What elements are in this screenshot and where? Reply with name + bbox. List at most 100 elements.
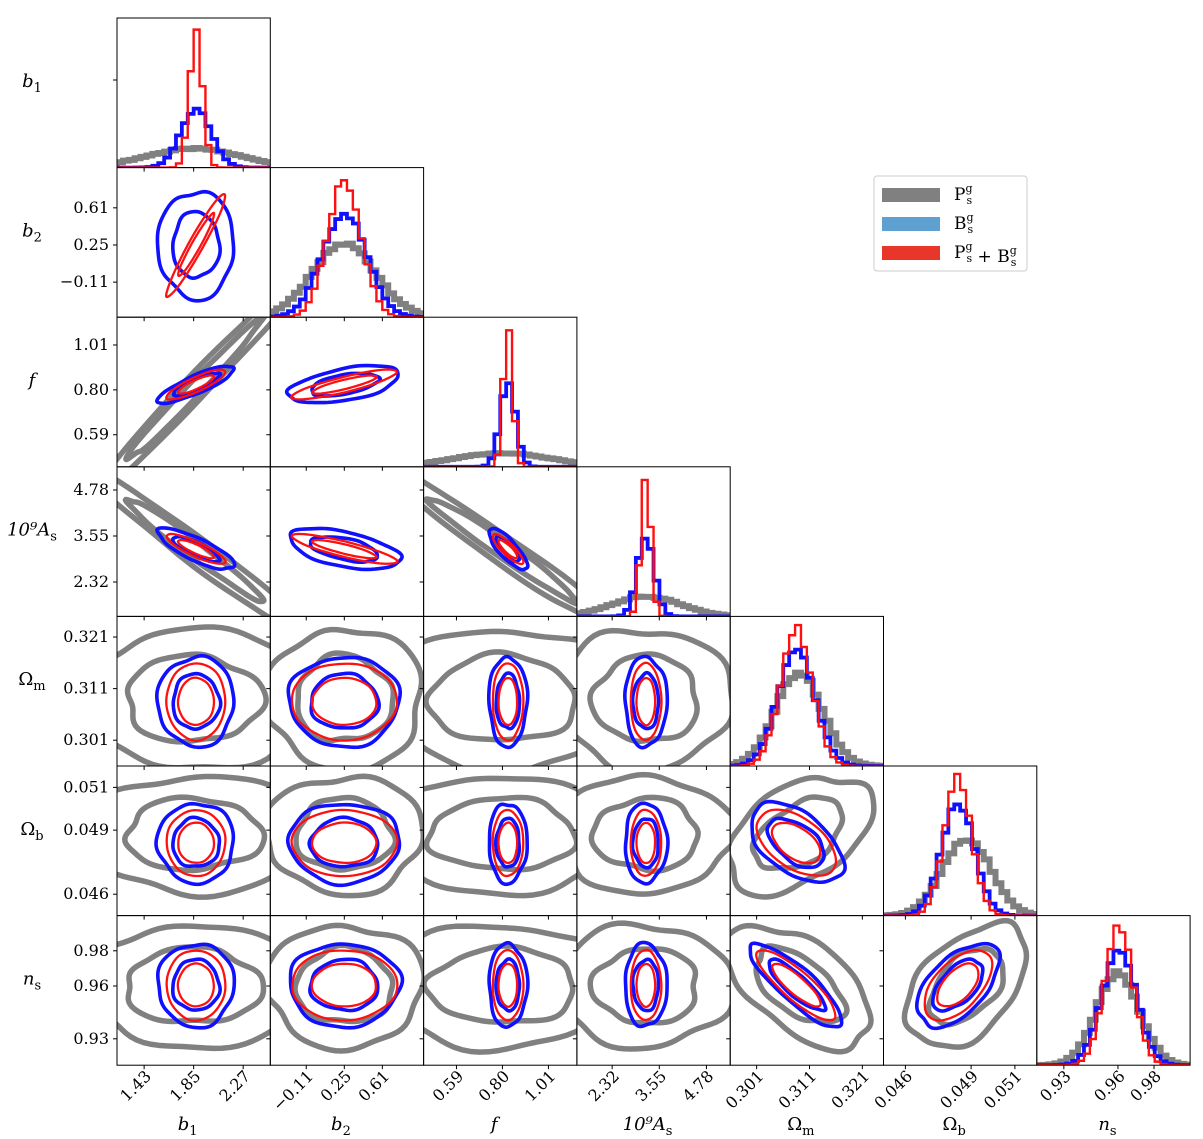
contour-bsg-5-1-level2 bbox=[285, 802, 402, 888]
xtick-label: 0.98 bbox=[1126, 1067, 1165, 1106]
contour-psg-5-2-level1 bbox=[423, 794, 577, 873]
contour-psgbsg-1-0-level2 bbox=[165, 192, 227, 299]
contour-bsg-6-5-level2 bbox=[914, 941, 1003, 1031]
contour-psgbsg-5-2-level1 bbox=[497, 821, 519, 865]
contour-bsg-4-3-level2 bbox=[623, 654, 670, 750]
y-axis-label-0: b1 bbox=[22, 71, 42, 96]
xtick-label: 2.27 bbox=[215, 1067, 254, 1106]
contour-psg-6-4-level2 bbox=[730, 922, 874, 1055]
contour-psgbsg-5-0-level2 bbox=[165, 809, 227, 878]
panel-frame-4-4 bbox=[729, 615, 885, 767]
ytick-label: 3.55 bbox=[73, 526, 109, 545]
contour-psgbsg-4-1-level2 bbox=[290, 662, 399, 742]
contour-psgbsg-5-0-level1 bbox=[177, 821, 216, 864]
contour-panel-3-0 bbox=[117, 477, 271, 617]
legend-label-0: Pg s bbox=[954, 182, 973, 207]
contour-psgbsg-4-3-level2 bbox=[629, 661, 663, 742]
contour-psgbsg-6-5-level2 bbox=[923, 948, 994, 1022]
contour-panel-4-0 bbox=[117, 624, 271, 767]
contour-psgbsg-3-1-level2 bbox=[290, 532, 399, 565]
contour-bsg-5-3-level1 bbox=[630, 817, 660, 870]
legend-swatch-2 bbox=[882, 246, 940, 260]
contour-psg-5-3-level2 bbox=[576, 771, 731, 897]
contour-bsg-6-0-level1 bbox=[171, 957, 222, 1012]
contour-psgbsg-5-3-level2 bbox=[629, 808, 663, 877]
contour-bsg-1-0-level2 bbox=[155, 189, 236, 303]
hist-bsg-6 bbox=[1036, 948, 1191, 1066]
histogram-1-1 bbox=[270, 179, 424, 318]
contour-psgbsg-3-0-level2 bbox=[165, 532, 227, 565]
y-axis-label-6: ns bbox=[23, 968, 41, 993]
hist-psgbsg-3 bbox=[576, 478, 731, 617]
contour-psg-6-3-level2 bbox=[576, 920, 731, 1052]
contour-psgbsg-4-0-level2 bbox=[165, 662, 227, 743]
ytick-label: 0.98 bbox=[73, 941, 109, 960]
ytick-label: 1.01 bbox=[73, 335, 109, 354]
contour-psgbsg-5-3-level1 bbox=[635, 821, 657, 865]
contour-bsg-6-2-level2 bbox=[487, 940, 530, 1029]
contour-psgbsg-2-1-level1 bbox=[310, 374, 378, 395]
contour-bsg-6-3-level2 bbox=[623, 940, 669, 1029]
xtick-label: 2.32 bbox=[584, 1067, 623, 1106]
xtick-label: 0.049 bbox=[936, 1067, 982, 1113]
contour-psgbsg-5-4-level1 bbox=[770, 821, 822, 865]
xtick-label: 0.25 bbox=[317, 1067, 356, 1106]
contour-psgbsg-3-2-level1 bbox=[497, 538, 519, 560]
contour-bsg-5-4-level1 bbox=[765, 816, 826, 870]
contour-panel-2-1 bbox=[284, 363, 400, 405]
ytick-label: 0.25 bbox=[73, 235, 109, 254]
xtick-label: 0.311 bbox=[774, 1067, 820, 1113]
hist-psg-1 bbox=[270, 240, 424, 318]
contour-bsg-5-2-level1 bbox=[494, 816, 522, 869]
contour-bsg-3-0-level2 bbox=[155, 526, 237, 571]
xtick-label: 0.321 bbox=[827, 1067, 873, 1113]
contour-panel-3-1 bbox=[288, 526, 404, 572]
ytick-label: 0.046 bbox=[63, 884, 109, 903]
legend-label-1: Bg s bbox=[954, 211, 974, 236]
xtick-label: 0.61 bbox=[355, 1067, 394, 1106]
contour-psgbsg-4-0-level1 bbox=[176, 676, 216, 727]
ytick-label: 0.321 bbox=[63, 627, 109, 646]
contour-panel-3-2 bbox=[423, 478, 577, 615]
contour-bsg-2-0-level1 bbox=[171, 371, 223, 398]
y-axis-label-2: f bbox=[27, 370, 39, 391]
contour-bsg-6-0-level2 bbox=[156, 942, 237, 1030]
contour-bsg-4-1-level1 bbox=[309, 671, 381, 730]
hist-psg-4 bbox=[730, 669, 884, 767]
hist-psg-6 bbox=[1036, 968, 1191, 1066]
contour-psg-6-0-level1 bbox=[125, 944, 267, 1025]
contour-psgbsg-3-0-level1 bbox=[176, 538, 216, 560]
contour-panel-5-1 bbox=[270, 773, 424, 899]
ytick-label: 0.80 bbox=[73, 380, 109, 399]
contour-psgbsg-6-3-level2 bbox=[629, 948, 663, 1022]
xtick-label: 1.01 bbox=[521, 1067, 560, 1106]
histogram-4-4 bbox=[730, 623, 884, 767]
xtick-label: 0.301 bbox=[722, 1067, 768, 1113]
contour-psg-3-2-level2 bbox=[423, 478, 577, 615]
contour-bsg-1-0-level1 bbox=[170, 209, 222, 280]
contour-psgbsg-5-1-level2 bbox=[290, 808, 399, 878]
xtick-label: 1.43 bbox=[116, 1067, 155, 1106]
contour-bsg-5-1-level1 bbox=[307, 815, 380, 869]
contour-bsg-5-3-level2 bbox=[623, 801, 670, 886]
contour-bsg-3-2-level2 bbox=[487, 526, 530, 572]
hist-psg-0 bbox=[117, 145, 271, 168]
xtick-label: 0.051 bbox=[980, 1067, 1026, 1113]
contour-psgbsg-3-2-level2 bbox=[491, 532, 525, 566]
contour-psgbsg-4-1-level1 bbox=[310, 676, 378, 727]
y-axis-label-3: 10⁹As bbox=[7, 520, 57, 545]
xtick-label: 0.59 bbox=[429, 1067, 468, 1106]
x-axis-label-3: 10⁹As bbox=[623, 1114, 673, 1139]
ytick-label: −0.11 bbox=[60, 272, 109, 291]
contour-psgbsg-2-0-level2 bbox=[165, 368, 227, 401]
contour-psg-5-2-level2 bbox=[423, 775, 577, 899]
legend-swatch-0 bbox=[882, 188, 940, 202]
contour-panel-4-1 bbox=[270, 626, 424, 767]
contour-psg-4-1-level2 bbox=[270, 626, 424, 767]
contour-psgbsg-6-4-level2 bbox=[755, 949, 837, 1022]
contour-bsg-6-1-level2 bbox=[288, 942, 405, 1030]
contour-psgbsg-5-4-level2 bbox=[755, 808, 838, 877]
hist-psgbsg-2 bbox=[423, 329, 577, 467]
contour-bsg-4-1-level2 bbox=[286, 655, 403, 750]
